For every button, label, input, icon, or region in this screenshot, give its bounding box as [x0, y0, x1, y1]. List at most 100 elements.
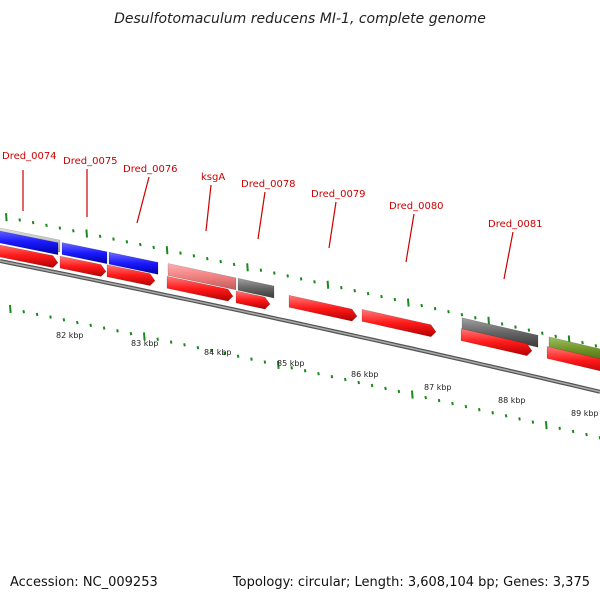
kbp-label: 88 kbp [498, 396, 526, 405]
gene-leader-line [205, 184, 212, 232]
scale-lower-major-tick [9, 304, 12, 314]
scale-lower-minor-tick [303, 369, 307, 373]
scale-upper-minor-tick [393, 297, 397, 302]
kbp-label: 85 kbp [277, 359, 305, 368]
scale-lower-minor-tick [89, 323, 92, 328]
scale-upper-major-tick [407, 298, 410, 307]
scale-lower-minor-tick [330, 374, 334, 379]
scale-lower-minor-tick [22, 310, 25, 314]
scale-lower-minor-tick [558, 426, 561, 430]
scale-upper-major-tick [246, 263, 249, 272]
scale-upper-minor-tick [340, 285, 343, 290]
scale-upper-minor-tick [273, 271, 276, 275]
scale-lower-minor-tick [223, 351, 226, 356]
scale-upper-major-tick [487, 316, 490, 325]
gene-label-dred-0079: Dred_0079 [311, 189, 366, 200]
gene-ksga [167, 263, 237, 291]
gene-reverse-8 [460, 328, 533, 357]
gene-leader-line [405, 213, 415, 263]
genome-backbone-highlight [0, 260, 600, 393]
scale-lower-major-tick [143, 332, 146, 341]
gene-leader-line [328, 201, 337, 249]
scale-upper-minor-tick [299, 277, 303, 281]
scale-lower-minor-tick [156, 337, 159, 341]
scale-lower-minor-tick [437, 398, 441, 403]
scale-upper-major-tick [85, 229, 88, 238]
scale-lower-minor-tick [129, 331, 133, 336]
scale-lower-minor-tick [250, 357, 253, 361]
scale-lower-major-tick [411, 390, 414, 399]
scale-lower-minor-tick [531, 420, 535, 424]
scale-lower-minor-tick [370, 383, 374, 388]
accession-text: Accession: NC_009253 [10, 575, 158, 590]
scale-lower-minor-tick [290, 366, 293, 370]
scale-upper-minor-tick [581, 340, 584, 345]
scale-lower-minor-tick [571, 429, 575, 434]
scale-lower-minor-tick [344, 377, 347, 382]
scale-upper-minor-tick [259, 268, 263, 272]
gene-label-dred-0080: Dred_0080 [389, 201, 444, 212]
gene-dred-0078 [237, 277, 275, 299]
kbp-label: 83 kbp [131, 339, 159, 348]
gene-dred-0074 [0, 230, 59, 256]
gene-highlight-green [548, 336, 600, 362]
scale-upper-minor-tick [433, 306, 437, 311]
gene-dred-0079 [288, 294, 358, 322]
scale-lower-minor-tick [76, 320, 79, 325]
scale-lower-minor-tick [491, 411, 494, 415]
kbp-label: 89 kbp [571, 409, 599, 418]
scale-upper-minor-tick [554, 334, 557, 339]
scale-upper-minor-tick [514, 325, 517, 329]
scale-upper-major-tick [326, 280, 330, 289]
scale-lower-minor-tick [62, 318, 66, 322]
scale-lower-minor-tick [210, 348, 213, 353]
scale-upper-major-tick [165, 246, 169, 255]
scale-upper-minor-tick [460, 313, 464, 317]
scale-upper-minor-tick [447, 309, 450, 314]
scale-upper-minor-tick [18, 218, 21, 222]
scale-lower-minor-tick [585, 432, 588, 437]
gene-leader-line [136, 176, 150, 224]
scale-upper-minor-tick [500, 322, 504, 326]
gene-label-dred-0081: Dred_0081 [488, 219, 543, 230]
kbp-label: 84 kbp [204, 348, 232, 357]
kbp-label: 86 kbp [351, 370, 379, 379]
scale-upper-minor-tick [98, 234, 102, 238]
scale-lower-major-tick [277, 360, 280, 369]
scale-upper-minor-tick [313, 280, 316, 284]
scale-lower-minor-tick [464, 404, 468, 409]
scale-lower-minor-tick [317, 371, 320, 376]
gene-dred-0075 [61, 242, 108, 265]
kbp-label: 87 kbp [424, 383, 452, 392]
scale-lower-minor-tick [424, 395, 427, 400]
scale-upper-minor-tick [206, 256, 209, 261]
scale-upper-minor-tick [541, 331, 544, 335]
scale-lower-minor-tick [116, 329, 119, 333]
genome-stats-text: Topology: circular; Length: 3,608,104 bp… [232, 575, 590, 590]
scale-upper-minor-tick [112, 237, 115, 241]
gene-dred-0080 [361, 309, 437, 338]
scale-upper-minor-tick [353, 288, 356, 293]
scale-lower-major-tick [545, 421, 548, 430]
gene-reverse-2 [59, 255, 107, 277]
kbp-label: 82 kbp [56, 331, 84, 340]
scale-lower-minor-tick [102, 326, 106, 330]
gene-label-dred-0078: Dred_0078 [241, 179, 296, 190]
scale-upper-major-tick [5, 213, 8, 222]
scale-lower-minor-tick [451, 401, 454, 406]
scale-upper-minor-tick [219, 259, 222, 264]
scale-lower-minor-tick [49, 315, 52, 319]
scale-lower-minor-tick [263, 360, 267, 364]
scale-upper-minor-tick [286, 274, 289, 278]
gene-label-dred-0075: Dred_0075 [63, 156, 118, 167]
gene-dred-0081 [461, 317, 539, 348]
scale-lower-minor-tick [397, 389, 401, 394]
scale-lower-minor-tick [384, 386, 387, 391]
gene-leader-line [257, 191, 266, 240]
gene-reverse-1 [0, 244, 59, 268]
scale-upper-minor-tick [474, 316, 477, 320]
scale-lower-minor-tick [35, 312, 39, 317]
scale-lower-minor-tick [478, 407, 481, 412]
scale-upper-minor-tick [380, 294, 383, 299]
